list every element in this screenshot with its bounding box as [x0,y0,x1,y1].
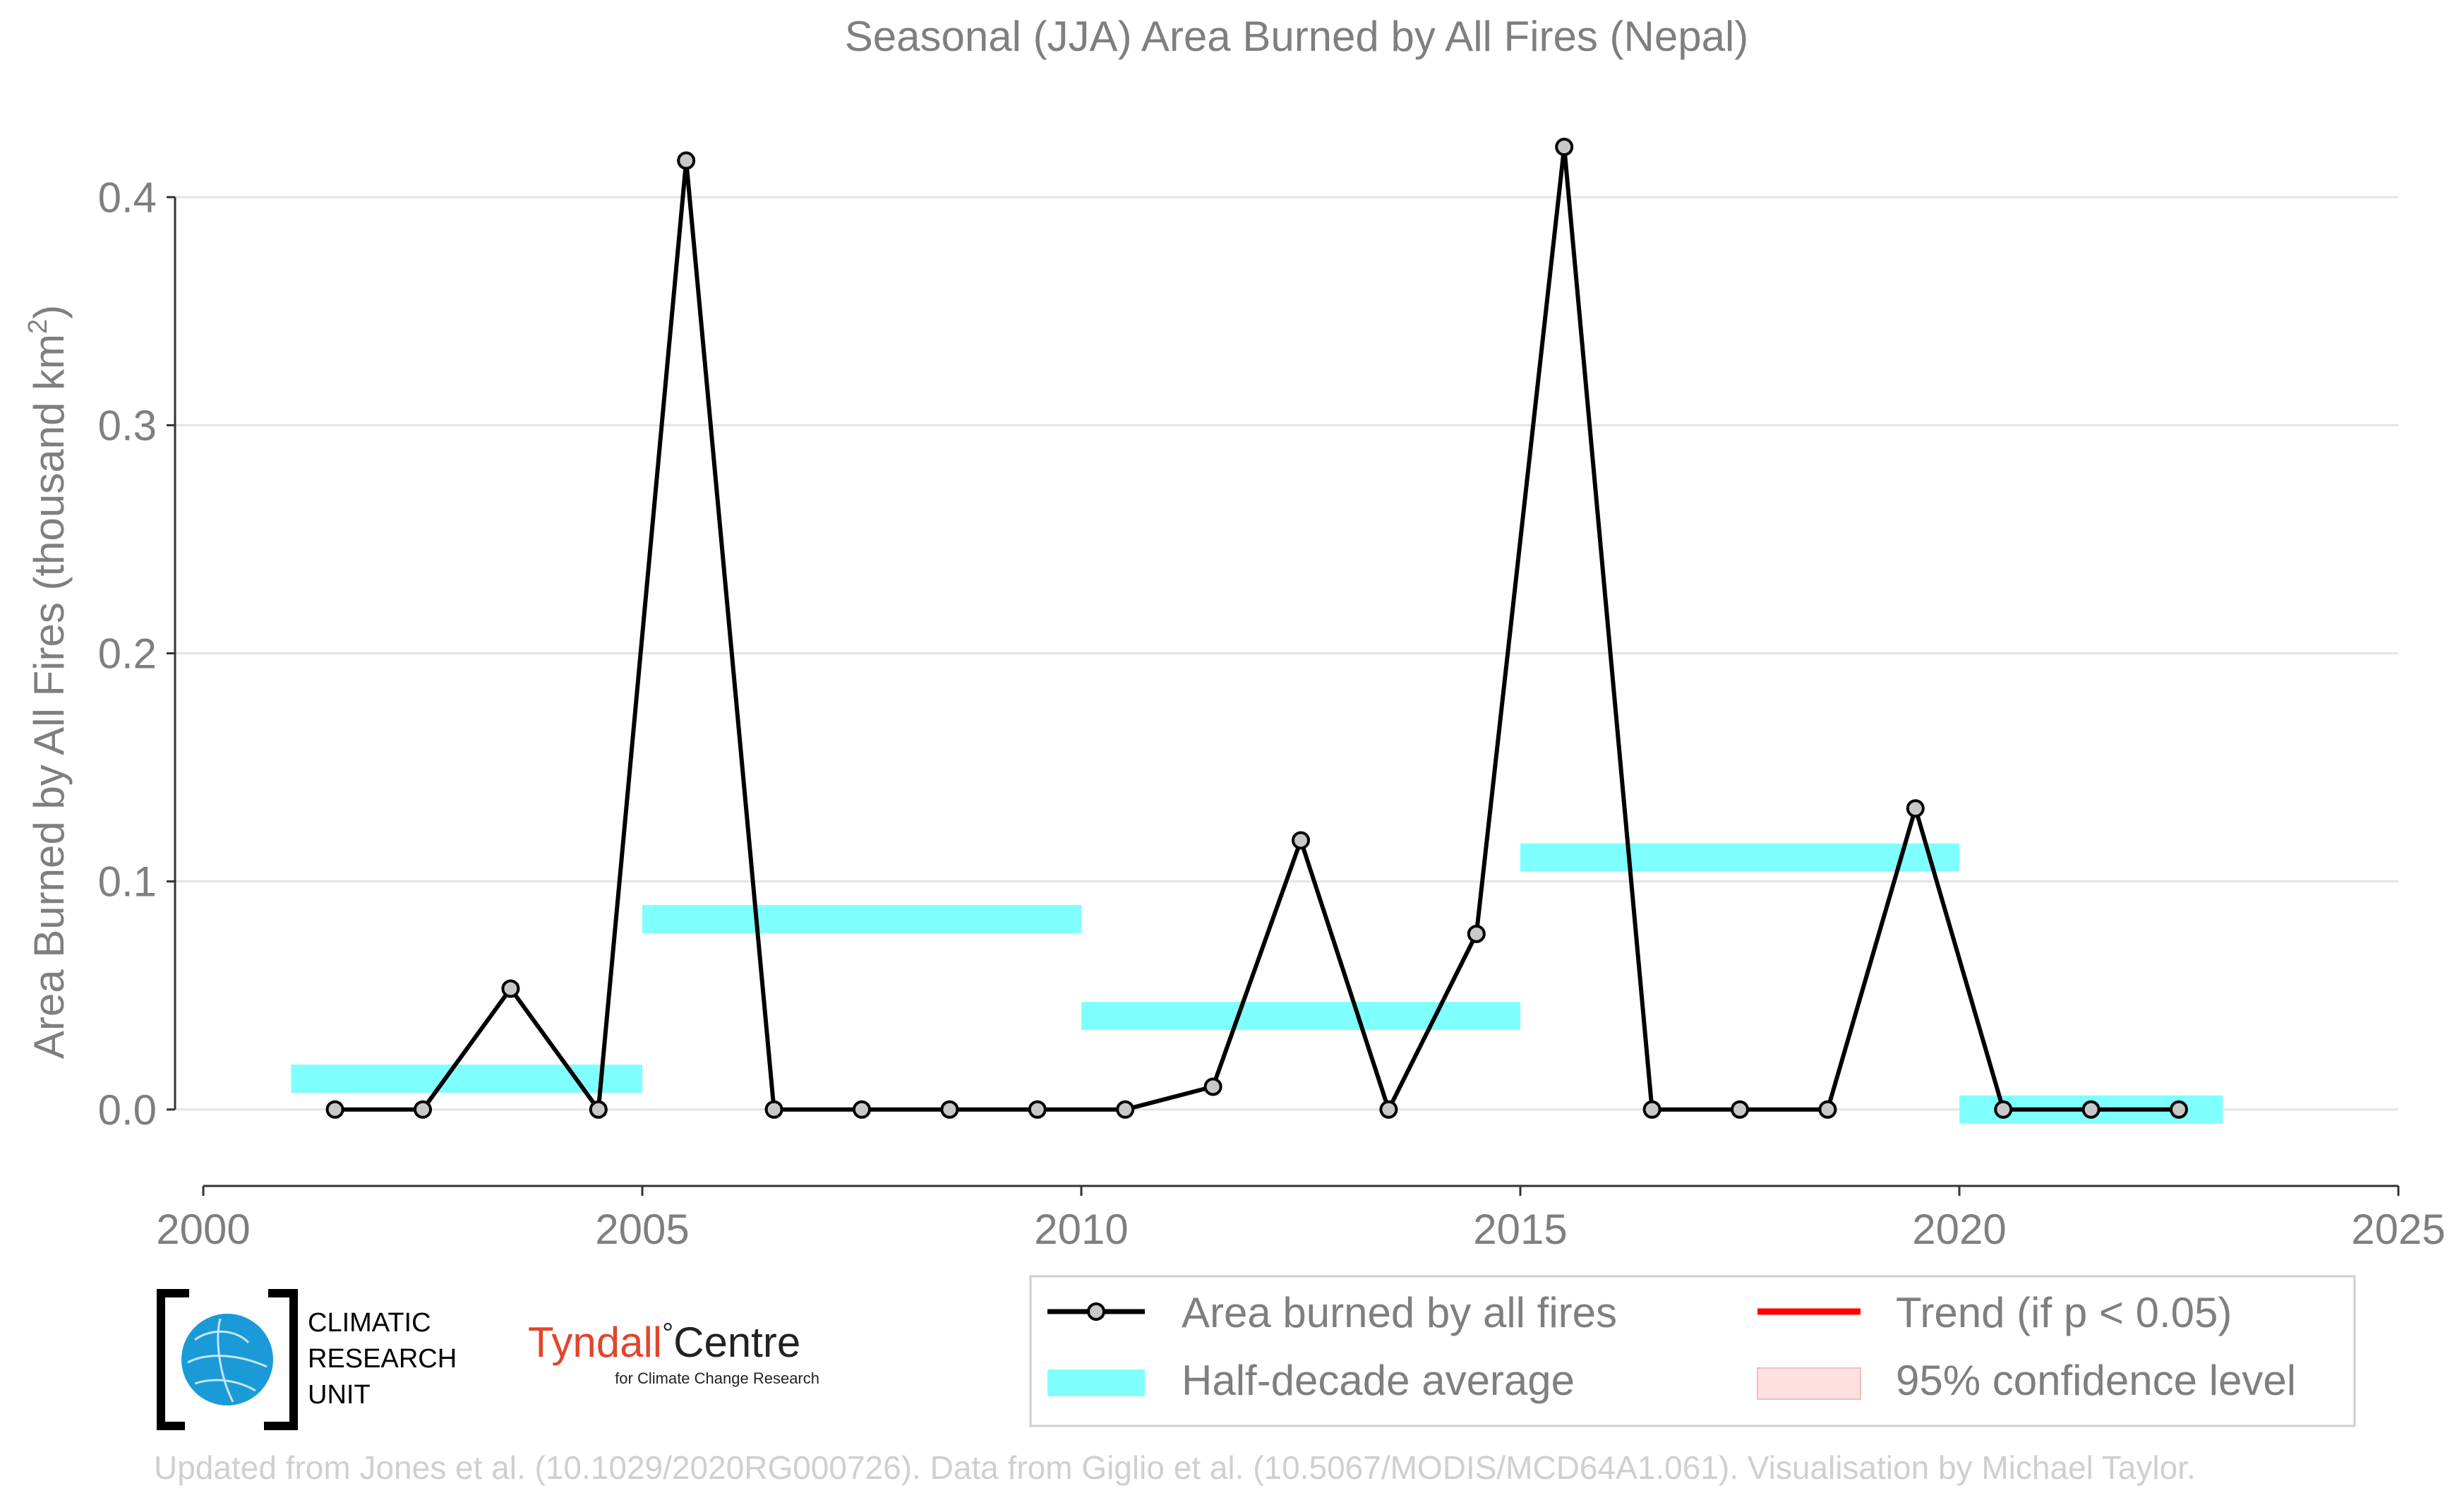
y-axis: 0.0 0.1 0.2 0.3 0.4 [98,174,176,1134]
series-line-group [335,145,2179,1112]
tyndall-logo-subtitle: for Climate Change Research [615,1369,819,1387]
series-points [325,138,2188,1119]
x-axis: 2000 2005 2010 2015 2020 2025 [156,1185,2446,1253]
y-axis-label: Area Burned by All Fires (thousand km2) [23,305,73,1059]
tyndall-logo-main: Tyndall [528,1319,662,1366]
tyndall-logo: Tyndall°Centre for Climate Change Resear… [528,1318,819,1387]
chart-title: Seasonal (JJA) Area Burned by All Fires … [845,13,1749,60]
data-point [325,1100,344,1119]
legend: Area burned by all fires Trend (if p < 0… [1029,1275,2356,1427]
half-decade-bar [1520,843,1959,872]
half-decade-bar [1081,1002,1520,1031]
x-tick-label: 2005 [595,1206,689,1253]
credit-text: Updated from Jones et al. (10.1029/2020R… [154,1449,2196,1486]
x-tick-label: 2015 [1473,1206,1567,1253]
y-tick-label: 0.0 [98,1086,157,1134]
data-point [1555,138,1574,157]
data-point [1642,1100,1661,1119]
data-point [764,1100,783,1119]
y-axis-label-main: Area Burned by All Fires (thousand km [25,334,73,1059]
legend-label-trend: Trend (if p < 0.05) [1896,1289,2232,1336]
tyndall-logo-centre: Centre [673,1319,800,1366]
half-decade-average-bars [291,843,2223,1124]
y-tick-label: 0.2 [98,630,157,678]
legend-box [1029,1275,2356,1427]
data-point [1906,799,1925,818]
series-line [335,145,2179,1112]
data-point [1467,924,1486,943]
y-axis-label-close: ) [25,305,73,319]
data-point [2170,1100,2188,1119]
y-tick-label: 0.1 [98,858,157,906]
data-point [414,1100,432,1119]
legend-swatch-half-decade [1047,1369,1145,1396]
data-point [1116,1100,1135,1119]
legend-label-half-decade: Half-decade average [1182,1357,1575,1404]
data-point [1203,1077,1222,1096]
y-tick-label: 0.4 [98,174,157,221]
tyndall-logo-degree: ° [662,1318,673,1349]
half-decade-bar [642,904,1081,933]
data-point [940,1100,959,1119]
x-tick-label: 2010 [1034,1206,1128,1253]
data-point [1292,831,1310,850]
half-decade-bar [291,1065,642,1093]
data-point [853,1100,871,1119]
legend-label-confidence: 95% confidence level [1896,1357,2296,1404]
x-tick-label: 2025 [2351,1206,2445,1253]
data-point [1818,1100,1837,1119]
cru-logo-text-1: CLIMATIC [308,1308,431,1338]
y-tick-label: 0.3 [98,402,157,449]
globe-icon-continents [187,1318,268,1403]
cru-logo-text-3: UNIT [308,1380,371,1410]
globe-icon [181,1314,273,1405]
x-tick-label: 2020 [1912,1206,2006,1253]
data-point [1379,1100,1398,1119]
legend-label-all-fires: Area burned by all fires [1182,1289,1617,1336]
legend-swatch-confidence [1757,1367,1861,1400]
data-point [1028,1100,1047,1119]
gridlines [175,196,2398,1111]
legend-marker-all-fires [1087,1302,1105,1321]
x-tick-label: 2000 [156,1206,250,1253]
cru-logo-text-2: RESEARCH [308,1344,457,1374]
data-point [1994,1100,2013,1119]
y-axis-label-superscript: 2 [23,319,53,334]
data-point [589,1100,608,1119]
cru-logo-bracket-right [264,1289,298,1430]
data-point [2081,1100,2101,1119]
tyndall-logo-text: Tyndall°Centre [528,1318,800,1366]
cru-logo-bracket-left [157,1289,189,1430]
data-point [501,979,520,998]
cru-logo: CLIMATIC RESEARCH UNIT [157,1289,457,1430]
data-point [1731,1100,1749,1119]
data-point [677,151,696,170]
